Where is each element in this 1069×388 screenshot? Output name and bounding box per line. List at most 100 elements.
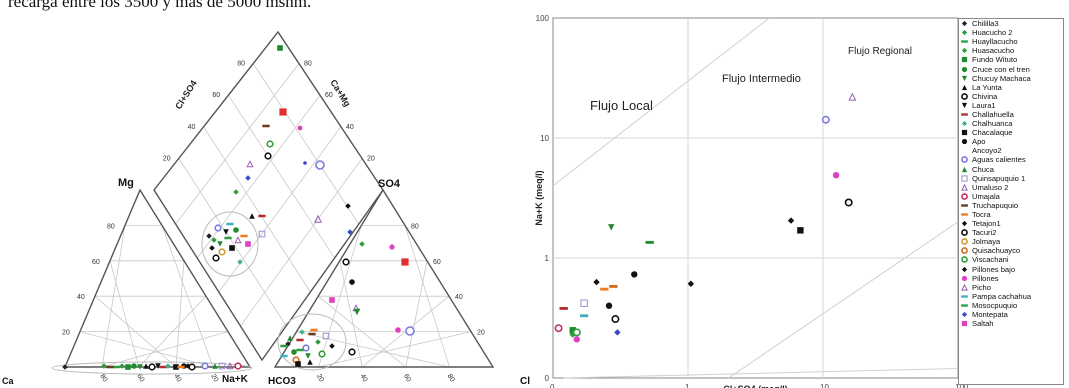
legend-item: Tetajon1 [959,219,1063,228]
cation-sample-marker [218,362,226,370]
cluster-ellipse [51,361,253,375]
region-label: Flujo Regional [848,46,912,57]
legend-marker [961,266,968,272]
grid-line [296,331,450,368]
tick-label: 60 [212,92,220,99]
header-text: recarga entre los 3500 y más de 5000 msn… [8,0,312,11]
legend-label: Truchapuquio [972,200,1019,210]
piper-diagram: 20 20 20 20 20 20 40 40 40 40 40 40 60 60 60 60 60 60 80 80… [2,30,530,387]
diamond-sample-marker [264,152,272,160]
data-point [821,115,830,124]
diamond-sample-marker [313,214,323,223]
data-point [605,302,613,309]
legend-item: Saltah [959,319,1063,328]
anion-sample-marker [296,338,304,342]
legend-item: La Yunta [959,83,1063,92]
legend-marker-icon [959,146,970,155]
legend-label: Quinsapuquio 1 [972,173,1026,183]
legend-label: Pillones [972,273,999,283]
legend-marker [961,304,968,307]
legend-marker [961,229,968,237]
vertex-label-so4: SO4 [378,178,401,190]
legend-label: Pillones bajo [972,264,1016,274]
legend-label: Apo [972,137,986,147]
legend-marker [961,283,968,291]
legend-marker [961,183,968,191]
diamond-sample-marker [245,241,251,247]
legend-marker-icon [961,304,968,307]
y-axis-title: Na+K (meq/l) [534,170,544,225]
data-point [569,327,576,334]
legend-item: Chalhuanca [959,119,1063,128]
legend-label: Picho [972,282,991,292]
anion-sample-marker [401,258,409,266]
legend-marker [961,156,968,164]
anion-sample-marker [389,244,395,250]
grid-line [138,295,207,368]
data-point [848,92,857,101]
vertex-label-cl: Cl [520,376,530,387]
legend-marker-icon [961,266,968,272]
anion-sample-marker [359,241,365,247]
tick-label: 80 [237,61,245,68]
legend-marker-icon [961,166,968,172]
legend-marker-icon [961,102,968,108]
diamond-sample-marker [209,245,215,251]
diamond-sample-marker [229,245,235,251]
legend-item: Truchapuquio [959,201,1063,210]
data-point [631,271,638,278]
legend-marker-icon [961,213,968,216]
diamond-sample-marker [315,160,325,170]
vertex-label-nak: Na+K [222,374,249,385]
cation-sample-marker [62,364,68,370]
cluster-ellipse [277,313,347,371]
legend-marker-icon [961,204,968,207]
data-point [580,299,588,307]
tick-label: 60 [433,259,441,266]
legend-marker [961,30,968,36]
cation-sample-marker [155,363,161,369]
tick-label: 60 [402,373,412,383]
region-boundary [552,17,770,187]
triangle-outline [273,188,495,368]
anion-sample-marker [302,344,310,352]
legend-marker-icon [961,120,968,127]
y-tick-label: 100 [536,14,550,23]
grid-line [79,331,214,368]
anion-sample-marker [348,348,356,356]
legend-label: Chalhuanca [972,119,1013,129]
legend-label: Umaluso 2 [972,182,1009,192]
legend-marker [961,247,968,255]
legend-marker-icon [961,30,968,36]
tick-label: 40 [358,373,368,383]
grid-line [240,158,363,327]
legend-item: Montepata [959,310,1063,319]
tick-label: 20 [315,373,325,383]
grid-line [175,260,185,368]
legend-item: Pampa cachahua [959,292,1063,301]
anion-sample-marker [349,279,355,285]
anion-sample-marker [322,332,330,340]
data-point [573,336,580,343]
legend-marker-icon [961,283,968,291]
grid-line [405,260,428,368]
region-boundary [563,367,959,379]
diamond-sample-marker [237,259,243,265]
diamond-sample-marker [262,124,270,128]
data-point [687,280,695,287]
legend-label: Laura1 [972,100,996,110]
data-point [614,329,621,336]
diamond-sample-marker [206,233,212,239]
anion-sample-marker [347,229,353,235]
legend-marker [961,221,968,227]
grid-line [318,331,472,368]
legend-marker [961,139,968,145]
legend-marker [961,238,968,246]
diamond-sample-marker [214,224,222,232]
data-point [554,324,563,333]
legend-item: Chuca [959,165,1063,174]
cation-sample-marker [106,365,114,369]
anion-sample-marker [308,332,316,336]
legend-marker [961,120,968,127]
legend-label: Tacuri2 [972,228,997,238]
